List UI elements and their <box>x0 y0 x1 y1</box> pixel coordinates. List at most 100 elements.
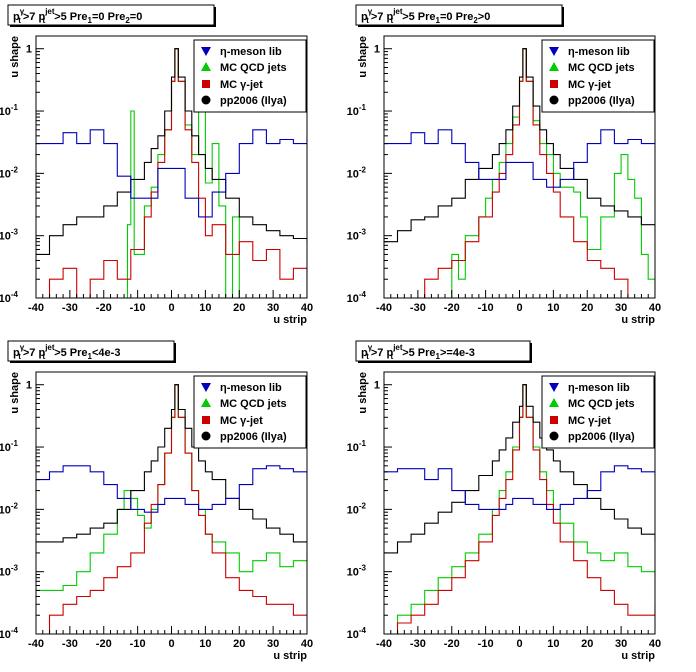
legend-marker-gjet <box>202 416 210 424</box>
x-tick-label: 20 <box>233 638 245 650</box>
y-axis-label: u shape <box>357 36 369 78</box>
x-axis-label: u strip <box>273 314 307 326</box>
legend-box <box>193 375 307 449</box>
y-tick-label: 10-3 <box>347 564 367 579</box>
x-tick-label: 10 <box>547 302 559 314</box>
legend-marker-pp <box>201 95 211 105</box>
x-tick-label: 10 <box>547 638 559 650</box>
x-tick-label: 0 <box>168 302 174 314</box>
x-tick-label: 40 <box>301 302 313 314</box>
legend-marker-gjet <box>550 416 558 424</box>
panel-title: pγ t >7 pjet t >5 Pre1=0 Pre2=0 <box>13 7 142 25</box>
legend-label-qcd: MC QCD jets <box>220 398 287 410</box>
legend-label-pp: pp2006 (Ilya) <box>568 431 635 443</box>
x-tick-label: 30 <box>267 638 279 650</box>
x-tick-label: 30 <box>267 302 279 314</box>
x-axis-label: u strip <box>621 650 655 662</box>
y-tick-label: 10-4 <box>0 626 19 641</box>
y-tick-label: 1 <box>374 44 380 56</box>
y-tick-label: 10-4 <box>0 290 19 305</box>
x-axis-label: u strip <box>621 314 655 326</box>
panel-title: pγ t >7 pjet t >5 Pre1<4e-3 <box>13 343 120 361</box>
legend-marker-eta <box>549 47 559 56</box>
legend-marker-qcd <box>549 62 559 71</box>
x-tick-label: 0 <box>168 638 174 650</box>
x-tick-label: 0 <box>516 302 522 314</box>
legend-marker-gjet <box>550 80 558 88</box>
series-pp-line <box>36 48 307 255</box>
x-tick-label: -40 <box>28 638 44 650</box>
y-tick-label: 10-3 <box>347 228 367 243</box>
y-tick-label: 10-2 <box>0 165 19 180</box>
x-tick-label: 0 <box>516 638 522 650</box>
x-tick-label: -20 <box>444 302 460 314</box>
series-eta-line <box>36 465 307 513</box>
x-tick-label: -40 <box>376 302 392 314</box>
legend-label-eta: η-meson lib <box>568 382 630 394</box>
legend-marker-pp <box>549 431 559 441</box>
series-eta-line <box>384 465 655 510</box>
x-tick-label: 20 <box>581 638 593 650</box>
y-axis-label: u shape <box>9 372 21 414</box>
legend-marker-eta <box>549 383 559 392</box>
legend-label-gjet: MC γ-jet <box>568 415 611 427</box>
series-eta-line <box>384 129 655 188</box>
x-tick-label: -10 <box>130 302 146 314</box>
series-eta-line <box>36 129 307 218</box>
legend-box <box>541 39 655 113</box>
legend-label-qcd: MC QCD jets <box>220 62 287 74</box>
x-tick-label: 30 <box>615 302 627 314</box>
x-tick-label: 10 <box>199 302 211 314</box>
legend-label-eta: η-meson lib <box>568 46 630 58</box>
x-tick-label: -20 <box>444 638 460 650</box>
panel-3: -40 -30 -20 -10 0 10 20 30 40 10-4 10-3 10-2 10-1 1 u … <box>0 340 313 662</box>
y-tick-label: 10-1 <box>0 439 19 454</box>
legend-label-gjet: MC γ-jet <box>568 79 611 91</box>
y-axis-label: u shape <box>9 36 21 78</box>
x-tick-label: -10 <box>478 302 494 314</box>
x-tick-label: -10 <box>478 638 494 650</box>
x-tick-label: 20 <box>233 302 245 314</box>
y-tick-label: 10-2 <box>347 501 367 516</box>
legend-marker-pp <box>201 431 211 441</box>
panel-2: -40 -30 -20 -10 0 10 20 30 40 10-4 10-3 10-2 10-1 1 u … <box>347 4 661 326</box>
x-tick-label: 40 <box>649 638 661 650</box>
y-tick-label: 10-3 <box>0 228 19 243</box>
data-layer <box>36 48 307 298</box>
x-tick-label: -30 <box>410 302 426 314</box>
x-tick-label: -20 <box>96 638 112 650</box>
y-axis-label: u shape <box>357 372 369 414</box>
legend-marker-eta <box>201 383 211 392</box>
panel-4: -40 -30 -20 -10 0 10 20 30 40 10-4 10-3 10-2 10-1 1 u … <box>347 340 661 662</box>
y-tick-label: 10-3 <box>0 564 19 579</box>
x-tick-label: 20 <box>581 302 593 314</box>
legend-label-gjet: MC γ-jet <box>220 415 263 427</box>
panel-1: -40 -30 -20 -10 0 10 20 30 40 10-4 10-3 10-2 10-1 1 u … <box>0 4 313 326</box>
legend-marker-pp <box>549 95 559 105</box>
y-tick-label: 1 <box>374 380 380 392</box>
y-tick-label: 10-1 <box>347 439 367 454</box>
legend-box <box>193 39 307 113</box>
panel-title: pγ t >7 pjet t >5 Pre1>=4e-3 <box>361 343 475 361</box>
legend-box <box>541 375 655 449</box>
legend-marker-qcd <box>201 398 211 407</box>
legend-marker-gjet <box>202 80 210 88</box>
x-tick-label: -30 <box>62 302 78 314</box>
series-pp-line <box>36 384 307 543</box>
legend-marker-eta <box>201 47 211 56</box>
x-tick-label: -30 <box>62 638 78 650</box>
data-layer <box>384 48 655 298</box>
legend-label-pp: pp2006 (Ilya) <box>568 95 635 107</box>
series-gjet-line <box>36 384 307 634</box>
legend-marker-qcd <box>549 398 559 407</box>
legend-label-eta: η-meson lib <box>220 382 282 394</box>
y-tick-label: 10-1 <box>347 103 367 118</box>
x-axis-label: u strip <box>273 650 307 662</box>
x-tick-label: -10 <box>130 638 146 650</box>
y-tick-label: 10-4 <box>347 626 367 641</box>
legend-marker-qcd <box>201 62 211 71</box>
panel-title: pγ t >7 pjet t >5 Pre1=0 Pre2>0 <box>361 7 490 25</box>
y-tick-label: 1 <box>26 380 32 392</box>
legend-label-qcd: MC QCD jets <box>568 398 635 410</box>
